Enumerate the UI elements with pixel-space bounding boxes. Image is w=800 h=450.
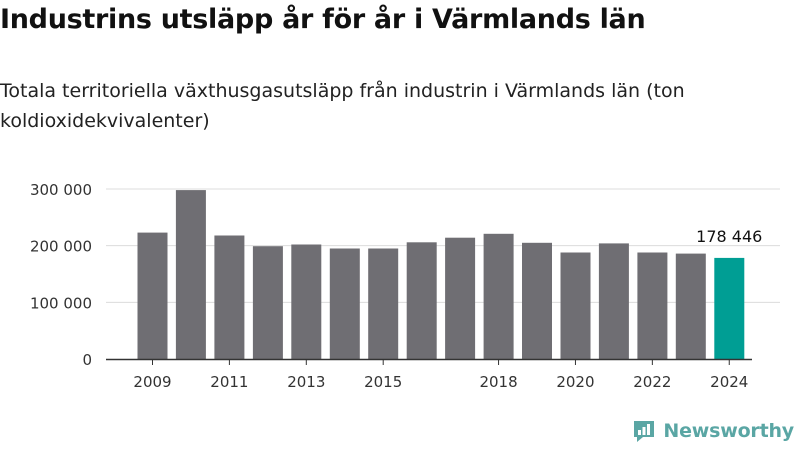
x-tick-label: 2015 <box>364 373 402 391</box>
bar <box>329 248 360 359</box>
bar <box>214 235 245 359</box>
y-tick-label: 100 000 <box>30 294 92 312</box>
axes <box>106 358 752 365</box>
bar <box>368 248 399 359</box>
x-tick-label: 2022 <box>633 373 671 391</box>
bar <box>175 190 206 359</box>
bar <box>522 242 552 359</box>
chart-subtitle: Totala territoriella växthusgasutsläpp f… <box>0 80 685 132</box>
bar <box>252 246 283 359</box>
brand-logo: Newsworthy <box>631 418 794 444</box>
x-tick-label: 2013 <box>287 373 325 391</box>
bar <box>483 233 514 359</box>
newsworthy-logo-icon <box>634 421 655 442</box>
bar <box>445 237 476 359</box>
bar <box>406 242 437 359</box>
bar <box>291 244 322 359</box>
brand-name: Newsworthy <box>663 420 794 442</box>
labels: 0 100 000 200 000 300 000 178 446 2009 2011 201… <box>30 181 762 391</box>
bar <box>675 253 706 359</box>
bar-highlight <box>714 257 745 359</box>
y-tick-label: 300 000 <box>30 181 92 199</box>
chart-title: Industrins utsläpp år för år i Värmlands… <box>0 4 646 35</box>
x-tick-label: 2009 <box>133 373 171 391</box>
bar <box>598 243 629 359</box>
highlight-value-label: 178 446 <box>696 227 762 246</box>
bar-chart: 0 100 000 200 000 300 000 178 446 2009 2011 201… <box>30 181 780 391</box>
bar <box>560 252 591 359</box>
x-tick-label: 2011 <box>210 373 248 391</box>
bars <box>137 190 745 359</box>
y-tick-label: 200 000 <box>30 238 92 256</box>
x-tick-label: 2020 <box>556 373 594 391</box>
bar <box>137 232 168 359</box>
bar <box>637 252 668 359</box>
x-tick-label: 2024 <box>710 373 748 391</box>
x-tick-label: 2018 <box>479 373 517 391</box>
y-tick-label: 0 <box>82 351 92 369</box>
